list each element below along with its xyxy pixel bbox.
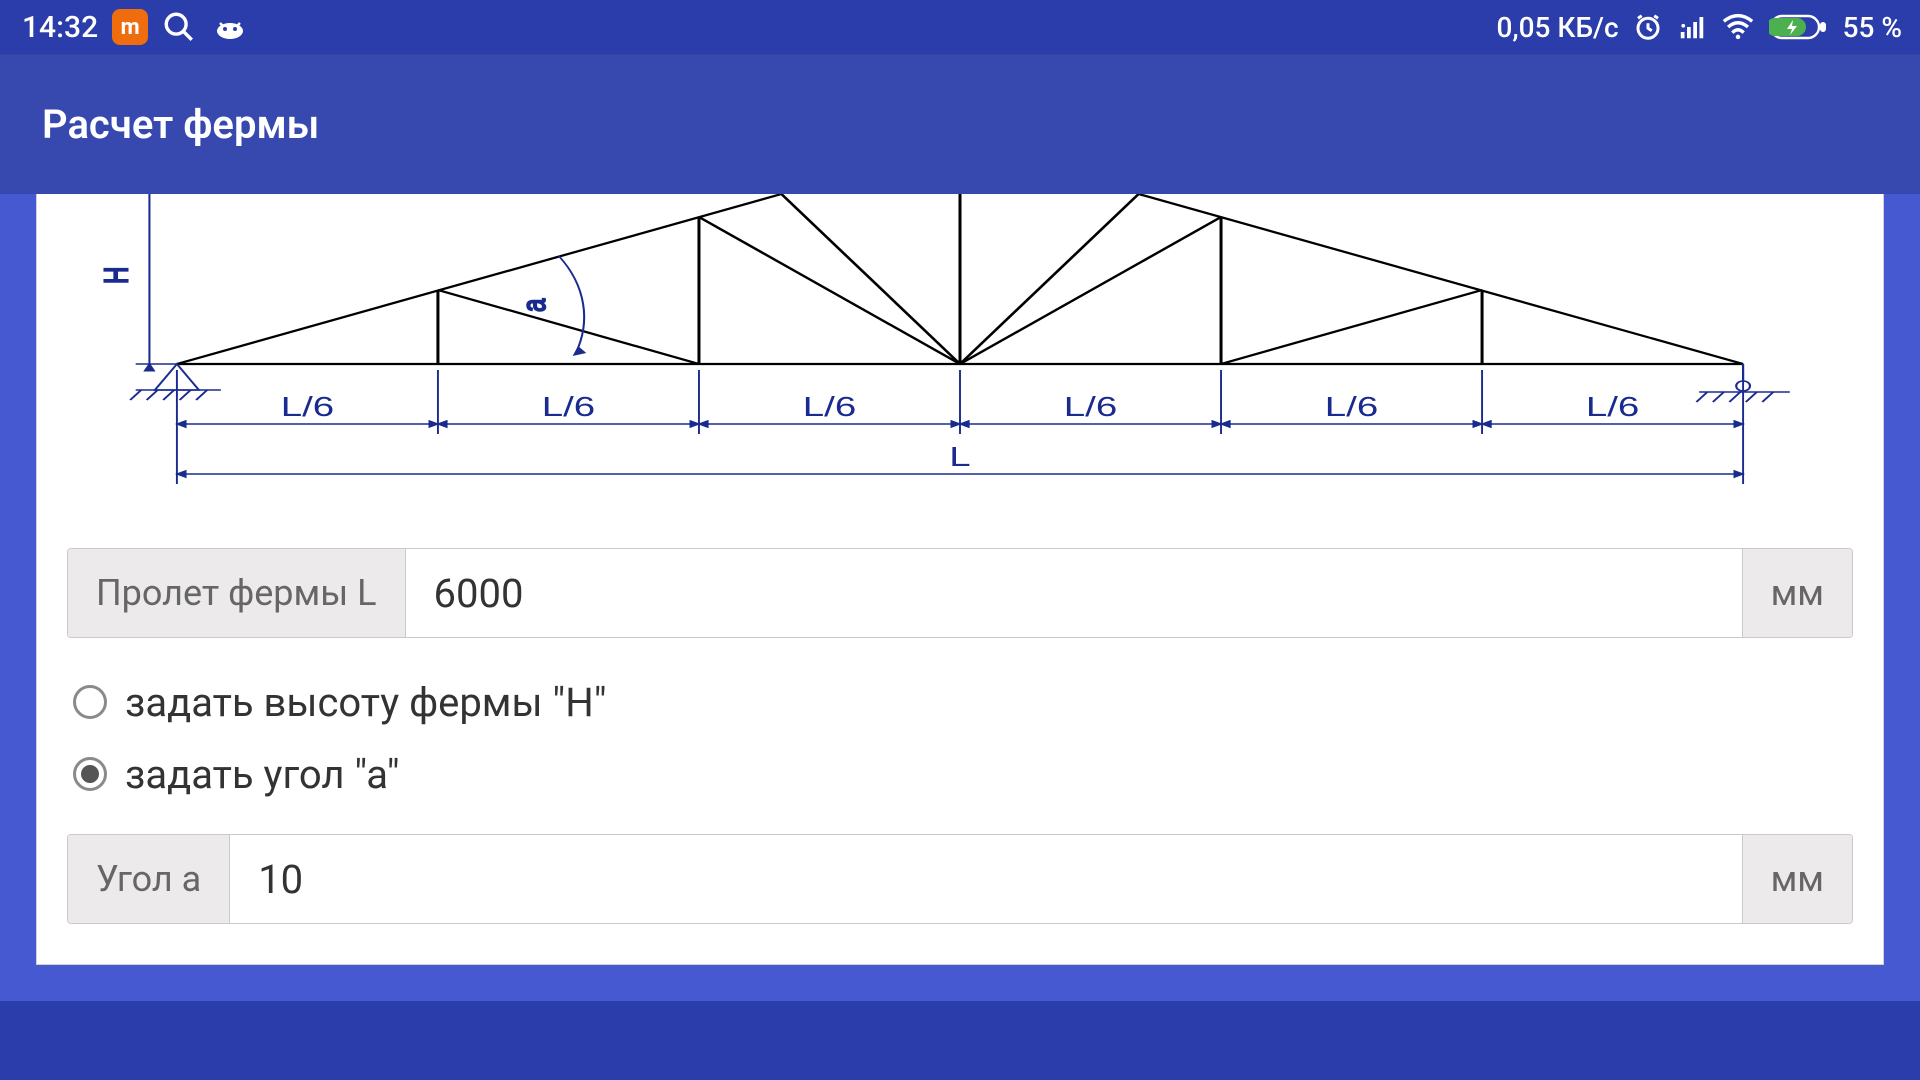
truss-diagram: H	[67, 194, 1853, 524]
battery-pct: 55 %	[1843, 11, 1902, 44]
dim-h-label: H	[99, 267, 136, 284]
card: H	[36, 194, 1884, 965]
dim-angle-label: a	[517, 298, 554, 312]
span-row: Пролет фермы L 6000 мм	[67, 548, 1853, 638]
radio-height[interactable]: задать высоту фермы "H"	[73, 666, 1853, 738]
battery-icon	[1769, 12, 1829, 42]
dim-total: L	[949, 442, 970, 473]
radio-angle[interactable]: задать угол "а"	[73, 738, 1853, 810]
dim-seg-2: L/6	[542, 392, 595, 423]
radio-icon	[73, 757, 107, 791]
page-title: Расчет фермы	[42, 101, 319, 148]
status-right: 0,05 КБ/с 55 %	[1496, 11, 1902, 44]
status-bar: 14:32 m 0,05 КБ/с 55 %	[0, 0, 1920, 54]
wifi-icon	[1721, 12, 1755, 42]
alarm-icon	[1633, 12, 1663, 42]
search-icon	[162, 10, 196, 44]
span-input[interactable]: 6000	[406, 549, 1742, 637]
span-unit: мм	[1742, 549, 1852, 637]
dim-seg-3: L/6	[803, 392, 856, 423]
angle-input[interactable]: 10	[230, 835, 1741, 923]
android-icon	[210, 12, 250, 42]
span-label: Пролет фермы L	[68, 549, 406, 637]
content-frame: H	[0, 194, 1920, 1001]
app-bar: Расчет фермы	[0, 54, 1920, 194]
radio-height-label: задать высоту фермы "H"	[125, 679, 607, 726]
mi-app-icon: m	[112, 9, 148, 45]
dim-seg-4: L/6	[1064, 392, 1117, 423]
dim-seg-5: L/6	[1325, 392, 1378, 423]
signal-icon	[1677, 12, 1707, 42]
radio-icon	[73, 685, 107, 719]
angle-label: Угол а	[68, 835, 230, 923]
angle-unit: мм	[1742, 835, 1852, 923]
status-time: 14:32	[22, 10, 98, 45]
dim-seg-6: L/6	[1586, 392, 1639, 423]
dim-seg-1: L/6	[281, 392, 334, 423]
radio-angle-label: задать угол "а"	[125, 751, 400, 798]
mode-radio-group: задать высоту фермы "H" задать угол "а"	[67, 666, 1853, 810]
angle-row: Угол а 10 мм	[67, 834, 1853, 924]
status-left: 14:32 m	[22, 9, 250, 45]
net-speed: 0,05 КБ/с	[1496, 11, 1618, 44]
